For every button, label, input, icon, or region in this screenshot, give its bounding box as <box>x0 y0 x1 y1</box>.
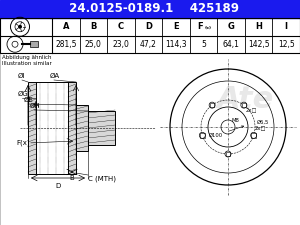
Text: 12,5: 12,5 <box>278 40 295 49</box>
Text: 2x□: 2x□ <box>255 125 266 130</box>
Text: ØH: ØH <box>30 103 40 109</box>
Bar <box>0 0 300 18</box>
Bar <box>30 41 38 47</box>
Text: (x): (x) <box>205 26 212 30</box>
Text: B: B <box>70 175 74 181</box>
Bar <box>251 133 256 138</box>
Text: B: B <box>90 22 97 31</box>
Text: 114,3: 114,3 <box>165 40 187 49</box>
Bar <box>0 53 300 225</box>
Text: F: F <box>197 22 203 31</box>
Circle shape <box>18 25 22 29</box>
Text: Ate: Ate <box>218 85 274 113</box>
Bar <box>210 103 214 107</box>
Text: Ø6,5: Ø6,5 <box>257 119 269 124</box>
Text: 23,0: 23,0 <box>112 40 129 49</box>
Circle shape <box>251 132 257 138</box>
Bar <box>0 18 300 53</box>
Bar <box>68 82 76 174</box>
Text: D: D <box>145 22 152 31</box>
Text: ØG: ØG <box>18 91 29 97</box>
Text: 47,2: 47,2 <box>140 40 157 49</box>
Text: A: A <box>62 22 69 31</box>
Text: C (MTH): C (MTH) <box>88 175 116 182</box>
Text: F(x): F(x) <box>16 140 30 146</box>
Text: I: I <box>285 22 288 31</box>
Text: E: E <box>173 22 179 31</box>
Text: Ø100: Ø100 <box>209 126 244 138</box>
Bar <box>28 82 36 174</box>
Circle shape <box>199 132 205 138</box>
Circle shape <box>241 102 247 108</box>
Bar <box>200 133 205 138</box>
Text: ØE: ØE <box>24 97 34 103</box>
Text: M8: M8 <box>231 118 239 123</box>
Text: 64,1: 64,1 <box>223 40 239 49</box>
Bar <box>76 105 88 151</box>
Text: 24.0125-0189.1    425189: 24.0125-0189.1 425189 <box>61 2 239 16</box>
Text: 5: 5 <box>201 40 206 49</box>
Text: 2x□: 2x□ <box>246 107 257 112</box>
Circle shape <box>225 151 231 157</box>
Text: ØI: ØI <box>18 73 26 79</box>
Text: ØA: ØA <box>50 73 60 79</box>
Text: G: G <box>228 22 235 31</box>
Text: H: H <box>255 22 262 31</box>
Text: 25,0: 25,0 <box>85 40 102 49</box>
Bar <box>226 152 230 156</box>
Text: 281,5: 281,5 <box>55 40 76 49</box>
Text: D: D <box>56 183 61 189</box>
Bar <box>88 111 115 145</box>
Text: C: C <box>118 22 124 31</box>
Text: 142,5: 142,5 <box>248 40 269 49</box>
Text: Abbildung ähnlich
Illustration similar: Abbildung ähnlich Illustration similar <box>2 55 52 66</box>
Bar <box>242 103 246 107</box>
Circle shape <box>209 102 215 108</box>
